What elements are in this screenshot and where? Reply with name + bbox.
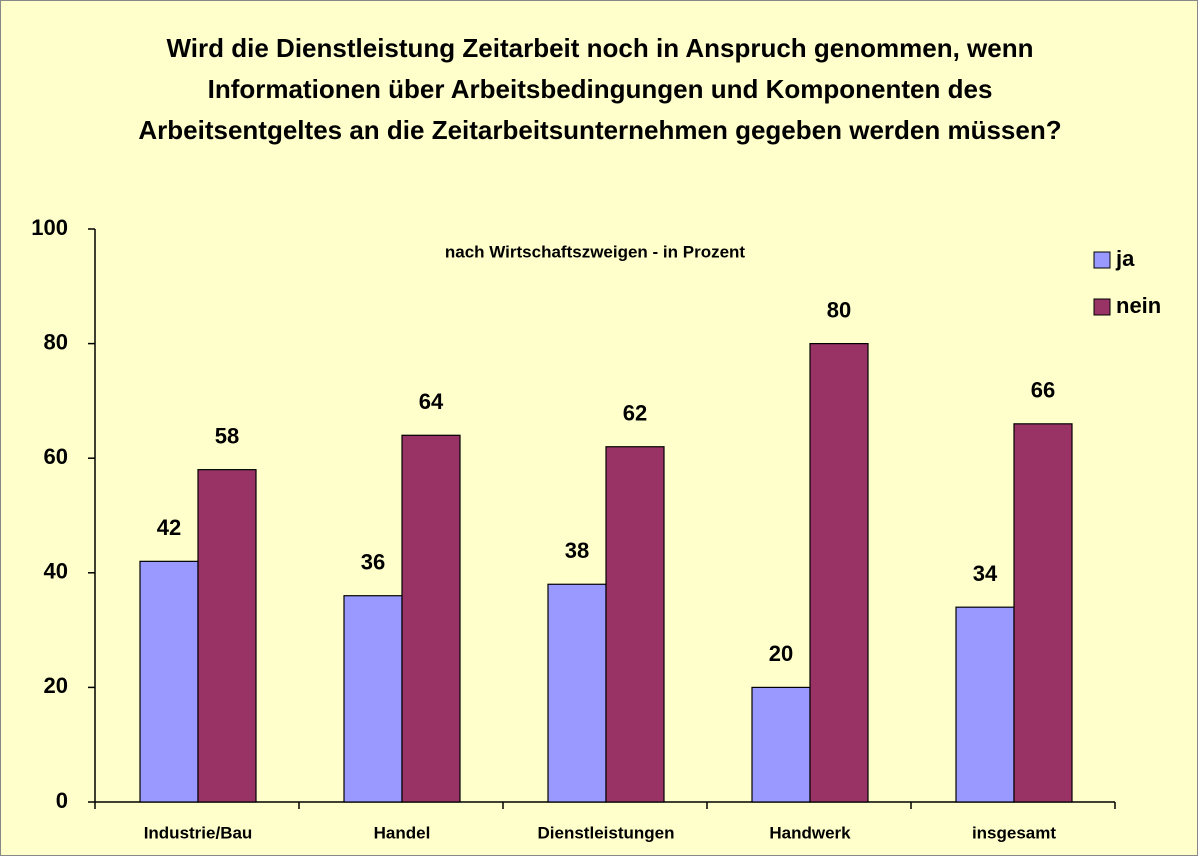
value-label: 80 xyxy=(827,297,851,322)
legend-label: ja xyxy=(1115,246,1135,271)
value-label: 58 xyxy=(215,423,239,448)
value-label: 62 xyxy=(623,401,647,426)
chart-title: Wird die Dienstleistung Zeitarbeit noch … xyxy=(138,33,1062,145)
x-tick-label: Handwerk xyxy=(769,823,851,842)
bar xyxy=(547,583,607,803)
chart-subtitle: nach Wirtschaftszweigen - in Prozent xyxy=(445,242,746,261)
y-tick-label: 80 xyxy=(44,329,68,354)
value-label: 38 xyxy=(565,538,589,563)
legend-swatch xyxy=(1093,298,1111,316)
value-label: 36 xyxy=(361,550,385,575)
y-tick-label: 40 xyxy=(44,559,68,584)
bar xyxy=(751,686,811,803)
value-label: 66 xyxy=(1031,378,1055,403)
value-label: 42 xyxy=(157,515,181,540)
value-label: 64 xyxy=(419,389,444,414)
x-tick-label: Dienstleistungen xyxy=(538,823,675,842)
x-tick-label: Handel xyxy=(374,823,431,842)
value-label: 20 xyxy=(769,641,793,666)
y-tick-label: 20 xyxy=(44,673,68,698)
value-label: 34 xyxy=(973,561,998,586)
y-tick-label: 100 xyxy=(31,215,68,240)
legend-swatch xyxy=(1093,251,1111,269)
bar xyxy=(809,343,869,803)
bar xyxy=(139,560,199,803)
legend-label: nein xyxy=(1116,293,1161,318)
y-tick-label: 60 xyxy=(44,444,68,469)
bar xyxy=(955,606,1015,803)
bar xyxy=(401,434,461,803)
y-tick-label: 0 xyxy=(56,788,68,813)
bar xyxy=(605,446,665,803)
bar xyxy=(343,595,403,803)
bar xyxy=(197,469,257,803)
x-tick-label: insgesamt xyxy=(972,823,1056,842)
x-tick-label: Industrie/Bau xyxy=(144,823,253,842)
bar xyxy=(1013,423,1073,803)
